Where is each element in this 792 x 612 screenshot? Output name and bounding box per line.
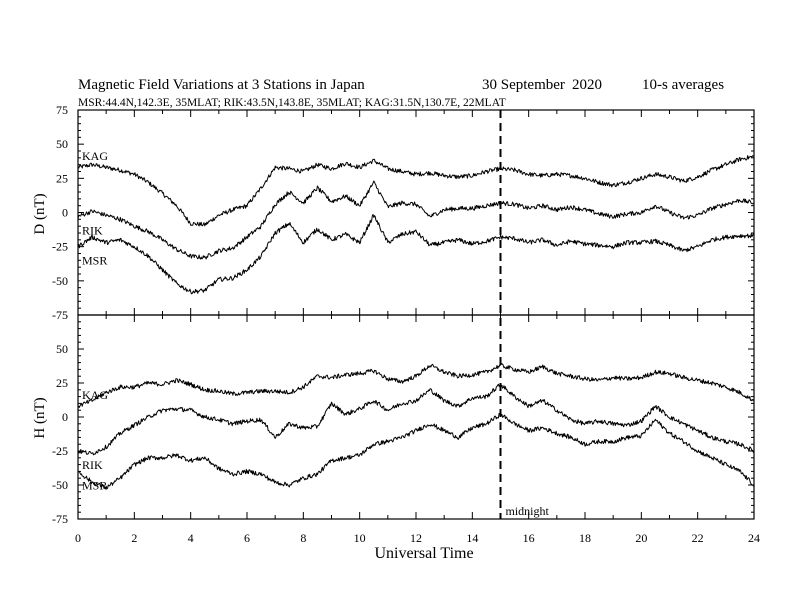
- panel-frame-d: [77, 109, 755, 316]
- chart-year: 2020: [572, 77, 602, 93]
- chart-averaging: 10-s averages: [642, 77, 724, 93]
- y-tick-label-h: 50: [56, 342, 68, 356]
- x-tick-label: 6: [244, 531, 250, 545]
- series-label-kag-h: KAG: [82, 388, 108, 402]
- chart-date: 30 September: [482, 77, 565, 93]
- x-tick-label: 16: [523, 531, 535, 545]
- y-tick-label-h: -75: [52, 512, 68, 526]
- x-tick-label: 8: [300, 531, 306, 545]
- x-tick-label: 12: [410, 531, 422, 545]
- y-tick-label-d: 0: [62, 206, 68, 220]
- panel-frame-h: [77, 314, 755, 520]
- y-tick-label-d: -50: [52, 274, 68, 288]
- stations-info: MSR:44.4N,142.3E, 35MLAT; RIK:43.5N,143.…: [78, 97, 506, 109]
- y-tick-label-d: 75: [56, 103, 68, 117]
- midnight-label: midnight: [506, 504, 550, 518]
- y-axis-label-d: D (nT): [32, 193, 48, 234]
- series-rik-d: [77, 180, 755, 260]
- x-tick-label: 18: [579, 531, 591, 545]
- x-axis-label: Universal Time: [374, 545, 473, 562]
- x-tick-label: 4: [188, 531, 194, 545]
- x-tick-label: 0: [75, 531, 81, 545]
- series-label-rik-h: RIK: [82, 458, 103, 472]
- series-msr-h: [77, 412, 755, 490]
- x-tick-label: 10: [354, 531, 366, 545]
- x-tick-label: 24: [748, 531, 760, 545]
- y-tick-label-h: 0: [62, 410, 68, 424]
- panel-d: 75 50 25 0 -25 -50 -75 KAG RIK MSR: [52, 103, 755, 322]
- y-axis-label-h: H (nT): [32, 397, 48, 438]
- x-tick-label: 14: [466, 531, 478, 545]
- series-label-rik-d: RIK: [82, 224, 103, 238]
- x-tick-label: 2: [131, 531, 137, 545]
- series-label-msr-h: MSR: [82, 478, 107, 492]
- series-label-kag-d: KAG: [82, 149, 108, 163]
- y-tick-label-d: -75: [52, 308, 68, 322]
- series-kag-h: [77, 362, 755, 408]
- series-label-msr-d: MSR: [82, 254, 107, 268]
- panel-h: 50 25 0 -25 -50 -75 KAG RIK MSR: [52, 314, 755, 526]
- x-tick-label: 22: [692, 531, 704, 545]
- x-tick-label: 20: [635, 531, 647, 545]
- y-tick-label-h: -25: [52, 444, 68, 458]
- y-tick-label-d: 25: [56, 171, 68, 185]
- y-tick-label-d: 50: [56, 137, 68, 151]
- series-rik-h: [77, 383, 755, 456]
- series-msr-d: [77, 214, 755, 295]
- y-tick-label-h: -50: [52, 478, 68, 492]
- chart-title: Magnetic Field Variations at 3 Stations …: [78, 77, 365, 93]
- y-tick-label-h: 25: [56, 376, 68, 390]
- y-tick-label-d: -25: [52, 240, 68, 254]
- series-kag-d: [77, 155, 755, 227]
